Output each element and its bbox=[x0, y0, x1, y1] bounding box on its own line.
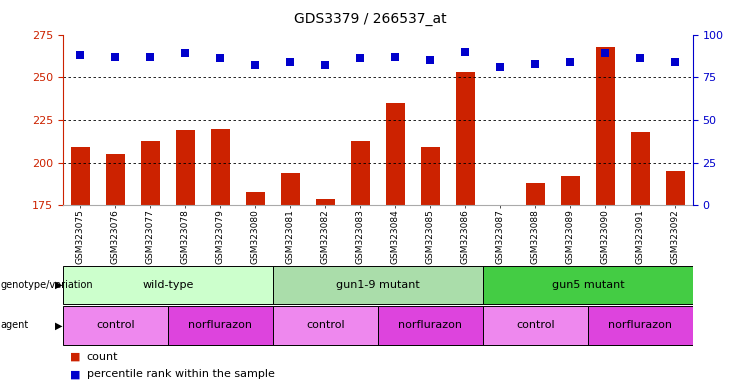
Point bbox=[669, 59, 681, 65]
Bar bbox=[63, 266, 273, 305]
Text: norflurazon: norflurazon bbox=[399, 320, 462, 331]
Point bbox=[285, 59, 296, 65]
Point bbox=[459, 49, 471, 55]
Point bbox=[494, 64, 506, 70]
Text: percentile rank within the sample: percentile rank within the sample bbox=[87, 369, 275, 379]
Bar bbox=[141, 141, 160, 205]
Bar bbox=[596, 46, 615, 205]
Bar bbox=[273, 266, 483, 305]
Text: norflurazon: norflurazon bbox=[608, 320, 672, 331]
Text: norflurazon: norflurazon bbox=[188, 320, 253, 331]
Text: agent: agent bbox=[1, 320, 29, 331]
Bar bbox=[273, 306, 378, 345]
Point bbox=[565, 59, 576, 65]
Text: wild-type: wild-type bbox=[142, 280, 193, 290]
Bar bbox=[63, 306, 168, 345]
Text: ■: ■ bbox=[70, 369, 81, 379]
Point bbox=[144, 54, 156, 60]
Bar bbox=[483, 266, 693, 305]
Text: count: count bbox=[87, 352, 119, 362]
Point bbox=[110, 54, 122, 60]
Point bbox=[425, 57, 436, 63]
Bar bbox=[211, 129, 230, 205]
Bar bbox=[631, 132, 650, 205]
Bar bbox=[561, 176, 580, 205]
Text: ▶: ▶ bbox=[55, 280, 62, 290]
Bar bbox=[246, 192, 265, 205]
Point bbox=[179, 50, 191, 56]
Bar bbox=[71, 147, 90, 205]
Point bbox=[319, 62, 331, 68]
Point bbox=[354, 55, 366, 61]
Bar bbox=[386, 103, 405, 205]
Text: ■: ■ bbox=[70, 352, 81, 362]
Bar bbox=[350, 141, 370, 205]
Bar bbox=[526, 183, 545, 205]
Text: control: control bbox=[306, 320, 345, 331]
Text: ▶: ▶ bbox=[55, 320, 62, 331]
Bar bbox=[176, 130, 195, 205]
Bar bbox=[456, 72, 475, 205]
Bar bbox=[665, 171, 685, 205]
Text: gun5 mutant: gun5 mutant bbox=[551, 280, 624, 290]
Point bbox=[634, 55, 646, 61]
Point bbox=[529, 61, 541, 67]
Bar bbox=[281, 173, 300, 205]
Text: gun1-9 mutant: gun1-9 mutant bbox=[336, 280, 420, 290]
Bar bbox=[168, 306, 273, 345]
Point bbox=[215, 55, 227, 61]
Bar bbox=[421, 147, 440, 205]
Point bbox=[390, 54, 402, 60]
Bar bbox=[378, 306, 483, 345]
Bar bbox=[106, 154, 125, 205]
Point bbox=[75, 52, 87, 58]
Point bbox=[599, 50, 611, 56]
Text: genotype/variation: genotype/variation bbox=[1, 280, 93, 290]
Bar bbox=[316, 199, 335, 205]
Text: GDS3379 / 266537_at: GDS3379 / 266537_at bbox=[294, 12, 447, 25]
Bar bbox=[588, 306, 693, 345]
Bar bbox=[483, 306, 588, 345]
Text: control: control bbox=[516, 320, 555, 331]
Point bbox=[250, 62, 262, 68]
Text: control: control bbox=[96, 320, 135, 331]
